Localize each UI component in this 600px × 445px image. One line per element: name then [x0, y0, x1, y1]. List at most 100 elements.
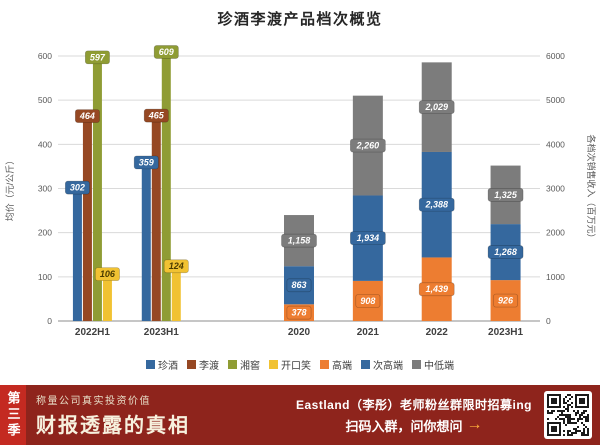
- data-label: 106: [100, 269, 116, 279]
- data-label: 863: [291, 280, 306, 290]
- data-label: 302: [70, 183, 85, 193]
- data-label: 378: [291, 308, 306, 318]
- data-label: 1,268: [494, 247, 517, 257]
- legend-swatch: [228, 360, 237, 369]
- data-label: 464: [79, 111, 95, 121]
- data-label: 2,260: [356, 141, 380, 151]
- promo-line1: Eastland（李彤）老师粉丝群限时招募ing: [295, 397, 532, 412]
- price-bar-s1-c1: [151, 115, 161, 321]
- data-label: 597: [90, 52, 106, 62]
- left-tick-label: 600: [38, 51, 52, 61]
- left-tick-label: 200: [38, 228, 52, 238]
- legend-label: 中低端: [424, 361, 454, 372]
- x-axis-label: 2023H1: [488, 327, 523, 338]
- legend-item: 李渡: [187, 357, 219, 372]
- data-label: 359: [139, 157, 154, 167]
- left-tick-label: 100: [38, 272, 52, 282]
- promo-line2-text: 扫码入群，问你想问: [345, 418, 463, 434]
- tagline-big: 财报透露的真相: [36, 415, 190, 437]
- legend-label: 高端: [332, 361, 352, 372]
- chart-legend: 珍酒 李渡 湘窖 开口笑 高端 次高端 中低端: [0, 357, 600, 372]
- data-label: 926: [498, 296, 514, 306]
- legend-swatch: [412, 360, 421, 369]
- x-axis-label: 2023H1: [144, 327, 179, 338]
- qr-code: [544, 391, 592, 439]
- footer-banner: 第三季 称量公司真实投资价值 财报透露的真相 Eastland（李彤）老师粉丝群…: [0, 385, 600, 445]
- price-bar-s0-c1: [141, 162, 151, 321]
- legend-item: 次高端: [361, 357, 403, 372]
- price-bar-s0-c0: [72, 187, 82, 321]
- legend-label: 开口笑: [281, 361, 311, 372]
- right-tick-label: 0: [546, 316, 551, 326]
- qr-pattern: [547, 394, 589, 436]
- legend-label: 次高端: [373, 361, 403, 372]
- left-tick-label: 400: [38, 139, 52, 149]
- data-label-chip: [64, 180, 90, 195]
- promo-line2: 扫码入群，问你想问 →: [296, 416, 532, 435]
- data-label-chip: [418, 100, 455, 115]
- right-axis-title: 各档次销售收入（百万元）: [586, 134, 597, 242]
- data-label: 908: [360, 296, 375, 306]
- x-axis-label: 2022H1: [75, 327, 110, 338]
- data-label-chip: [493, 293, 519, 308]
- data-label-chip: [84, 50, 110, 65]
- right-tick-label: 3000: [546, 184, 565, 194]
- data-label-chip: [350, 138, 386, 153]
- chart-card: 珍酒李渡产品档次概览 0 100 200 300 400 500 600 0 1000 2000 3…: [0, 11, 600, 372]
- data-label: 1,934: [357, 233, 380, 243]
- chart-title: 珍酒李渡产品档次概览: [217, 11, 383, 28]
- data-label-chip: [487, 245, 524, 259]
- x-axis-label: 2021: [357, 327, 380, 338]
- tagline-small: 称量公司真实投资价值: [36, 396, 151, 407]
- right-tick-label: 6000: [546, 51, 565, 61]
- legend-swatch: [320, 360, 329, 369]
- chart-plot: 0100200300400500600010002000300040005000…: [4, 45, 597, 338]
- price-bar-s2-c0: [92, 57, 102, 321]
- data-label-chip: [281, 233, 317, 248]
- left-tick-label: 300: [38, 184, 52, 194]
- legend-swatch: [269, 360, 278, 369]
- right-tick-label: 4000: [546, 139, 565, 149]
- legend-swatch: [187, 360, 196, 369]
- legend-swatch: [361, 360, 370, 369]
- right-tick-label: 5000: [546, 95, 565, 105]
- right-tick-label: 1000: [546, 272, 565, 282]
- data-label: 2,388: [424, 200, 448, 210]
- promo-block: Eastland（李彤）老师粉丝群限时招募ing 扫码入群，问你想问 →: [296, 396, 532, 435]
- data-label-chip: [74, 109, 100, 123]
- data-label: 124: [169, 261, 184, 271]
- right-tick-label: 2000: [546, 228, 565, 238]
- season-tab: 第三季: [0, 385, 26, 445]
- legend-label: 李渡: [199, 361, 219, 372]
- data-label-chip: [94, 267, 120, 282]
- legend-label: 珍酒: [158, 361, 178, 372]
- data-label-chip: [163, 259, 189, 274]
- price-bar-s3-c0: [102, 274, 112, 321]
- price-bar-s1-c0: [82, 116, 92, 321]
- data-label-chip: [355, 294, 381, 308]
- price-bar-s2-c1: [161, 52, 171, 322]
- data-label-chip: [350, 231, 386, 246]
- left-axis-title: 均价（元/公斤）: [4, 156, 15, 222]
- taglines: 称量公司真实投资价值 财报透露的真相: [36, 392, 190, 438]
- legend-item: 珍酒: [146, 357, 178, 372]
- legend-item: 湘窖: [228, 357, 260, 372]
- data-label: 465: [148, 111, 165, 121]
- data-label: 1,158: [288, 236, 311, 246]
- data-label: 1,439: [425, 284, 448, 294]
- data-label-chip: [418, 282, 455, 297]
- point-right-icon: →: [466, 416, 483, 433]
- data-label: 1,325: [494, 190, 518, 200]
- data-label-chip: [133, 155, 159, 170]
- data-label-chip: [153, 45, 179, 59]
- data-label-chip: [286, 305, 312, 320]
- left-tick-label: 0: [47, 316, 52, 326]
- legend-item: 中低端: [412, 357, 454, 372]
- price-bar-s3-c1: [171, 266, 181, 321]
- legend-swatch: [146, 360, 155, 369]
- legend-item: 高端: [320, 357, 352, 372]
- x-axis-label: 2020: [288, 327, 311, 338]
- legend-item: 开口笑: [269, 357, 311, 372]
- season-tab-label: 第三季: [5, 391, 21, 439]
